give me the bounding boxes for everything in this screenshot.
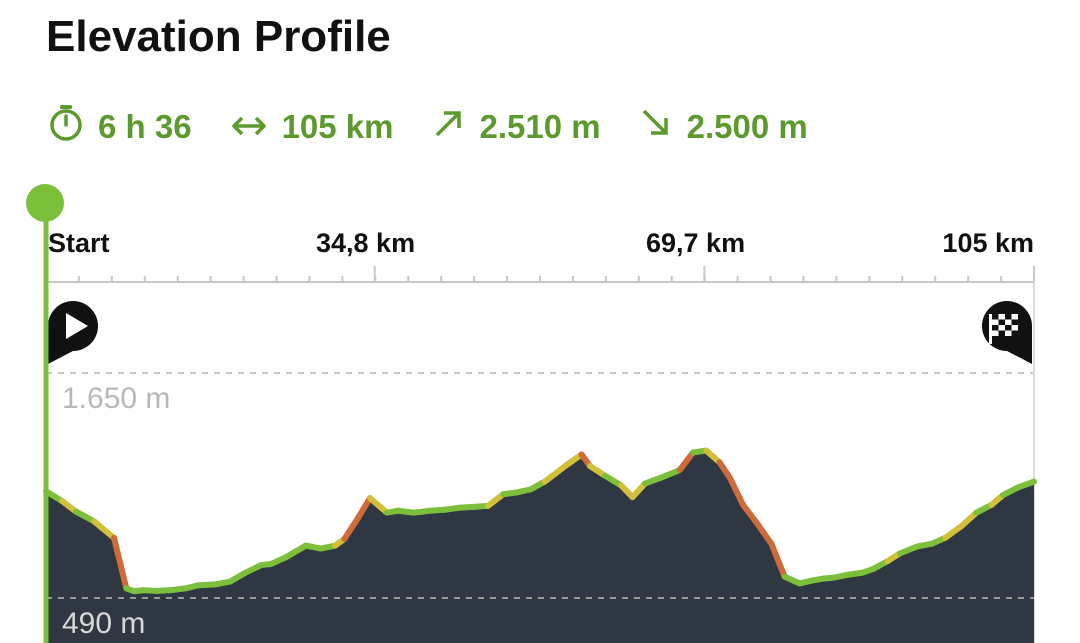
distance-arrows-icon — [230, 108, 282, 146]
x-axis-minor-ticks — [77, 276, 1003, 282]
page-title: Elevation Profile — [46, 12, 391, 61]
elevation-line-segment — [896, 543, 920, 557]
y-label-min: 490 m — [62, 607, 145, 640]
elevation-line-segment — [753, 519, 775, 547]
elevation-line-segment — [768, 540, 788, 580]
stat-duration-value: 6 h 36 — [98, 108, 192, 145]
stat-descent-value: 2.500 m — [686, 108, 808, 145]
elevation-line-segment — [726, 474, 747, 508]
elevation-line-segment — [602, 472, 625, 489]
stats-bar: 6 h 36 105 km 2.510 m 2.500 m — [48, 104, 846, 150]
elevation-line-segment — [676, 449, 697, 473]
elevation-line-segment — [485, 491, 507, 509]
elevation-line-segment — [563, 451, 585, 469]
elevation-line-segment — [740, 501, 760, 526]
elevation-line-segment — [958, 509, 980, 530]
elevation-line-segment — [91, 518, 118, 541]
descent-arrow-icon — [639, 106, 687, 148]
elevation-line-segment — [942, 523, 965, 541]
elevation-line-segment — [629, 480, 648, 501]
stat-duration: 6 h 36 — [48, 104, 192, 150]
x-tick-label-2: 69,7 km — [646, 228, 746, 258]
elevation-line-segment — [366, 495, 390, 516]
ascent-arrow-icon — [432, 106, 480, 148]
stat-distance-value: 105 km — [281, 108, 394, 145]
finish-flag-marker-icon[interactable] — [982, 301, 1032, 364]
x-tick-label-1: 34,8 km — [316, 228, 416, 258]
elevation-line-segment — [354, 495, 373, 522]
elevation-line-segment — [657, 466, 683, 481]
elevation-line-segment — [541, 462, 570, 485]
elevation-line-segment — [73, 508, 98, 525]
position-cursor-handle[interactable] — [26, 184, 64, 222]
elevation-line-group — [43, 447, 1037, 595]
elevation-line-segment — [282, 542, 309, 561]
y-label-max: 1.650 m — [62, 382, 170, 415]
elevation-line-segment — [1014, 478, 1037, 491]
elevation-line-segment — [111, 534, 130, 592]
stat-ascent: 2.510 m — [432, 106, 601, 148]
stat-distance: 105 km — [230, 108, 394, 146]
x-tick-label-end: 105 km — [942, 228, 1034, 258]
elevation-area — [46, 450, 1034, 643]
stopwatch-icon — [48, 104, 98, 150]
x-tick-label-start: Start — [48, 228, 110, 258]
stat-ascent-value: 2.510 m — [479, 108, 601, 145]
elevation-line-segment — [43, 488, 66, 505]
elevation-line-segment — [341, 515, 361, 542]
start-play-marker-icon[interactable] — [48, 301, 98, 364]
elevation-line-segment — [716, 459, 733, 481]
stat-descent: 2.500 m — [639, 106, 808, 148]
